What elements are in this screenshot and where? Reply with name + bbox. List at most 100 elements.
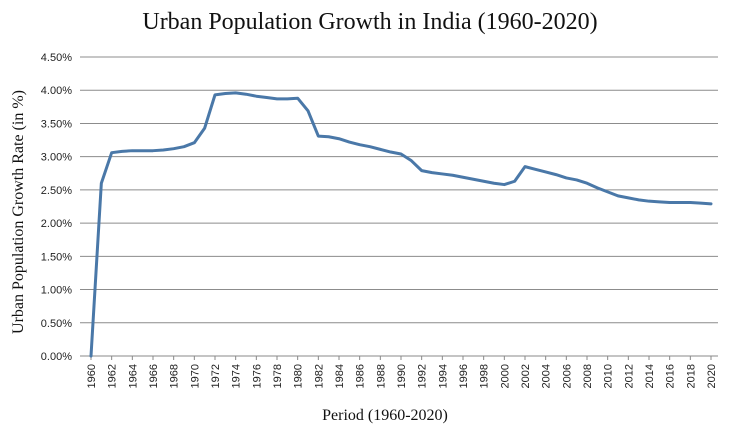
- data-point: [193, 141, 196, 144]
- x-tick-label: 2004: [541, 364, 553, 388]
- data-point: [131, 149, 134, 152]
- x-tick-label: 1980: [293, 364, 305, 388]
- data-point: [224, 92, 227, 95]
- x-tick-labels: 1960 1962 1964 1966 1968 1970 1972 1974 1976 1978…: [86, 356, 718, 388]
- data-point: [513, 180, 516, 183]
- gridlines: [80, 56, 718, 324]
- x-tick-label: 2010: [603, 364, 615, 388]
- x-tick-label: 1994: [437, 364, 449, 388]
- x-tick-label: 1972: [210, 364, 222, 388]
- x-tick-label: 2008: [582, 364, 594, 388]
- data-point: [141, 149, 144, 152]
- data-point: [668, 201, 671, 204]
- data-point: [379, 148, 382, 151]
- y-axis-label: Urban Population Growth Rate (in %): [10, 90, 27, 334]
- data-point: [637, 199, 640, 201]
- x-tick-label: 2018: [685, 364, 697, 388]
- chart-title: Urban Population Growth in India (1960-2…: [142, 9, 597, 35]
- x-tick-label: 1986: [355, 364, 367, 388]
- data-point: [110, 151, 113, 154]
- x-tick-label: 1974: [231, 364, 243, 388]
- data-point: [462, 176, 464, 179]
- data-point: [172, 147, 175, 150]
- data-point: [296, 97, 299, 99]
- x-tick-label: 1970: [189, 364, 201, 388]
- data-point: [441, 173, 444, 175]
- data-point: [451, 174, 454, 177]
- y-tick-label: 0.50%: [41, 318, 72, 330]
- x-tick-label: 1982: [313, 364, 325, 388]
- data-point: [493, 182, 495, 185]
- x-tick-label: 1962: [107, 364, 119, 388]
- y-tick-label: 2.50%: [41, 185, 72, 197]
- data-point: [410, 159, 413, 162]
- series-line: [89, 91, 713, 358]
- data-point: [555, 173, 557, 176]
- data-point: [617, 195, 619, 197]
- data-point: [317, 135, 320, 137]
- y-tick-label: 1.00%: [41, 285, 72, 297]
- data-point: [307, 110, 309, 112]
- data-point: [431, 171, 433, 174]
- data-point: [420, 169, 423, 172]
- data-point: [203, 127, 206, 129]
- x-tick-label: 2002: [520, 364, 532, 388]
- data-point: [699, 202, 702, 204]
- data-point: [575, 179, 578, 181]
- y-tick-label: 2.00%: [41, 218, 72, 230]
- data-point: [565, 177, 568, 179]
- data-point: [648, 200, 650, 202]
- data-point: [152, 149, 154, 152]
- x-tick-label: 1976: [251, 364, 263, 388]
- x-tick-label: 1990: [396, 364, 408, 388]
- data-point: [183, 145, 185, 148]
- data-point: [276, 98, 278, 100]
- x-tick-label: 1960: [86, 364, 98, 388]
- data-point: [544, 171, 547, 173]
- x-tick-label: 1992: [417, 364, 429, 388]
- y-tick-label: 4.50%: [41, 52, 72, 64]
- data-point: [234, 92, 237, 94]
- x-tick-label: 1978: [272, 364, 284, 388]
- data-point: [348, 141, 351, 143]
- y-tick-label: 3.50%: [41, 118, 72, 130]
- data-point: [503, 183, 506, 186]
- series-layer: [89, 91, 713, 358]
- data-point: [245, 93, 247, 96]
- data-point: [524, 165, 526, 168]
- data-point: [162, 149, 165, 151]
- data-point: [689, 201, 692, 204]
- data-point: [358, 143, 361, 146]
- x-tick-label: 1966: [148, 364, 160, 388]
- x-tick-label: 1968: [169, 364, 181, 388]
- x-axis-label: Period (1960-2020): [322, 407, 448, 424]
- x-tick-label: 2016: [665, 364, 677, 388]
- y-tick-labels: 0.00% 0.50% 1.00% 1.50% 2.00% 2.50% 3.00% 3.50%…: [41, 52, 72, 363]
- data-point: [327, 135, 330, 138]
- data-point: [369, 145, 371, 148]
- data-point: [606, 191, 609, 193]
- data-point: [214, 94, 216, 96]
- x-tick-label: 1984: [334, 364, 346, 388]
- data-point: [472, 178, 475, 181]
- y-tick-label: 4.00%: [41, 85, 72, 97]
- x-tick-label: 2006: [561, 364, 573, 388]
- x-tick-label: 1988: [375, 364, 387, 388]
- x-tick-label: 2012: [623, 364, 635, 388]
- data-point: [627, 197, 630, 199]
- data-point: [121, 150, 123, 153]
- data-point: [389, 151, 392, 153]
- data-point: [710, 203, 712, 205]
- data-point: [596, 187, 599, 189]
- data-point: [586, 182, 588, 185]
- data-point: [255, 95, 258, 97]
- data-point: [400, 153, 402, 155]
- x-tick-label: 2000: [499, 364, 511, 388]
- x-tick-label: 1996: [458, 364, 470, 388]
- data-point: [658, 201, 661, 203]
- x-tick-label: 2014: [644, 364, 656, 388]
- data-point: [265, 96, 268, 99]
- data-point: [534, 168, 537, 171]
- x-tick-label: 1964: [127, 364, 139, 388]
